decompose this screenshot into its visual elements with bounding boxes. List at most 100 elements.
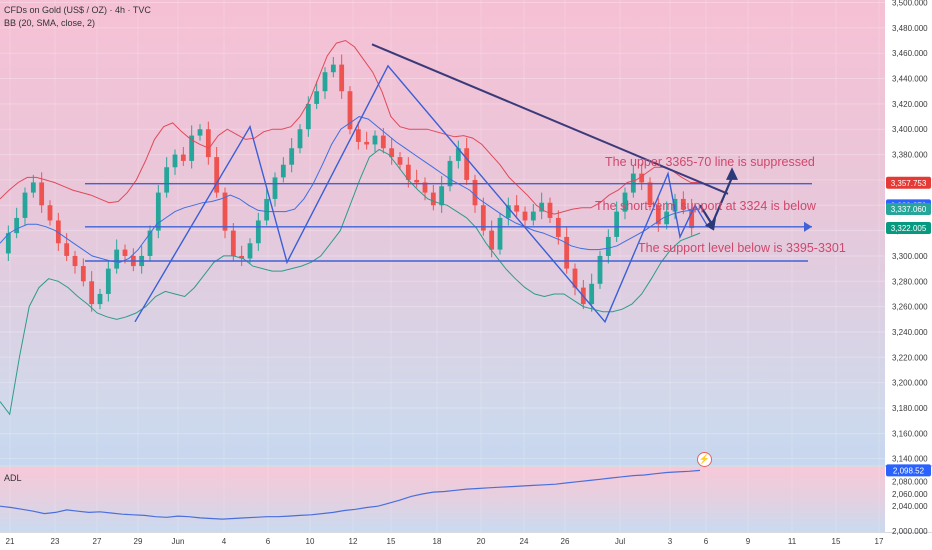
y-tick-label: 3,220.000 — [892, 353, 928, 362]
y-tick-label: 3,300.000 — [892, 252, 928, 261]
candle-body — [430, 192, 436, 206]
candle-body — [689, 209, 695, 229]
x-tick-label: 17 — [875, 537, 884, 546]
candle-body — [664, 211, 670, 225]
candle-body — [80, 266, 86, 282]
x-tick-label: 4 — [222, 537, 227, 546]
candle-body — [180, 154, 186, 161]
y-tick-label: 3,460.000 — [892, 49, 928, 58]
candle-body — [22, 192, 28, 218]
candle-body — [564, 236, 570, 269]
x-tick-label: 15 — [387, 537, 396, 546]
y-tick-label: 3,480.000 — [892, 24, 928, 33]
arrow-head-down — [705, 217, 716, 231]
candle-body — [314, 91, 320, 104]
candle-body — [539, 202, 545, 212]
candle-body — [239, 255, 245, 259]
level-arrow-head — [804, 221, 812, 232]
x-tick-label: 18 — [433, 537, 442, 546]
candle-body — [389, 148, 395, 158]
candle-body — [72, 255, 78, 267]
x-tick-label: 21 — [6, 537, 15, 546]
adl-pane-background — [0, 467, 885, 532]
candle-body — [639, 173, 645, 183]
adl-value-tag — [886, 464, 931, 477]
price-tag — [886, 176, 931, 189]
x-tick-label: 15 — [832, 537, 841, 546]
y-tick-label: 3,420.000 — [892, 100, 928, 109]
x-tick-label: 12 — [349, 537, 358, 546]
x-tick-label: 27 — [93, 537, 102, 546]
candle-body — [122, 249, 128, 256]
arrow-head-up — [726, 167, 738, 180]
chart-title[interactable]: CFDs on Gold (US$ / OZ) · 4h · TVC — [4, 5, 151, 15]
adl-legend[interactable]: ADL — [4, 473, 22, 483]
bb-indicator-legend[interactable]: BB (20, SMA, close, 2) — [4, 18, 96, 28]
x-tick-label: 6 — [266, 537, 271, 546]
y-tick-label: 3,280.000 — [892, 277, 928, 286]
candle-body — [447, 160, 453, 187]
candle-body — [597, 255, 603, 284]
candle-body — [89, 281, 95, 305]
y-tick-label: 3,200.000 — [892, 379, 928, 388]
x-tick-label: 23 — [51, 537, 60, 546]
candle-body — [364, 141, 370, 145]
candle-body — [164, 167, 170, 193]
candle-body — [39, 182, 45, 206]
candle-body — [505, 205, 511, 218]
candle-body — [614, 211, 620, 237]
candle-body — [264, 198, 270, 221]
series-bb-middle — [0, 116, 701, 263]
candle-body — [405, 164, 411, 180]
candle-body — [572, 268, 578, 288]
lightning-icon[interactable]: ⚡ — [697, 452, 712, 467]
series-bb-upper — [0, 39, 700, 215]
candle-body — [105, 268, 111, 294]
candle-body — [247, 243, 253, 259]
descending-trendline — [371, 43, 729, 195]
time-axis[interactable] — [0, 532, 932, 550]
candle-body — [64, 243, 70, 256]
candle-body — [655, 205, 661, 225]
x-tick-label: 3 — [668, 537, 673, 546]
main-pane-background — [0, 0, 885, 465]
price-tag — [886, 222, 931, 235]
candle-body — [455, 148, 461, 161]
candle-body — [197, 129, 203, 136]
candle-body — [680, 198, 686, 210]
y-tick-label: 3,440.000 — [892, 75, 928, 84]
x-tick-label: 10 — [306, 537, 315, 546]
y-tick-label: 3,140.000 — [892, 455, 928, 464]
x-tick-label: 20 — [477, 537, 486, 546]
candle-body — [272, 177, 278, 199]
y-tick-label: 3,380.000 — [892, 151, 928, 160]
candle-body — [514, 205, 520, 212]
candle-body — [230, 230, 236, 256]
candle-body — [5, 233, 11, 254]
annotation-text: The support level below is 3395-3301 — [638, 241, 846, 255]
adl-line — [0, 469, 701, 520]
candle-body — [189, 135, 195, 161]
candle-body — [147, 230, 153, 256]
x-tick-label: 11 — [788, 537, 797, 546]
candle-body — [472, 179, 478, 206]
candle-body — [347, 91, 353, 130]
candle-body — [497, 217, 503, 250]
pane-divider[interactable] — [0, 465, 932, 467]
candle-body — [439, 186, 445, 206]
candle-body — [322, 72, 328, 92]
adl-y-tick-label: 2,060.000 — [892, 490, 928, 499]
adl-y-tick-label: 2,040.000 — [892, 502, 928, 511]
candle-body — [647, 182, 653, 206]
candle-body — [30, 182, 36, 193]
adl-axis[interactable] — [885, 467, 932, 532]
candle-body — [297, 129, 303, 149]
candle-body — [55, 220, 61, 244]
price-tag-label: 3,357.753 — [891, 179, 927, 188]
y-tick-label: 3,400.000 — [892, 125, 928, 134]
y-tick-label: 3,260.000 — [892, 303, 928, 312]
candle-body — [339, 64, 345, 92]
adl-y-tick-label: 2,080.000 — [892, 478, 928, 487]
